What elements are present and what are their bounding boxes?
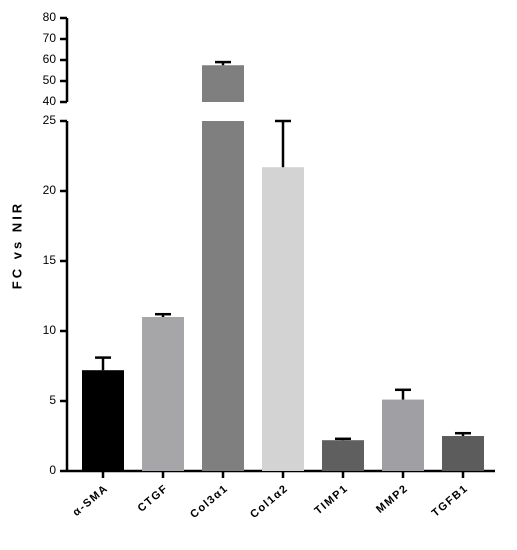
bar [442,436,484,471]
y-axis-label: FC vs NIR [9,201,24,289]
y-tick-label: 25 [43,113,57,127]
y-tick-label: 60 [43,52,57,66]
x-tick-label: TGFB1 [430,482,471,519]
bar [202,65,244,102]
y-tick-label: 80 [43,10,57,24]
bar [262,167,304,471]
y-tick-label: 50 [43,73,57,87]
y-tick-label: 5 [49,393,56,407]
y-tick-label: 15 [43,253,57,267]
bar [322,440,364,471]
y-tick-label: 0 [49,463,56,477]
x-tick-label: MMP2 [374,482,411,515]
y-tick-label: 40 [43,94,57,108]
x-tick-label: CTGF [136,482,171,514]
x-tick-label: TIMP1 [313,482,351,517]
bar [382,399,424,471]
x-tick-label: α-SMA [71,482,111,518]
y-tick-label: 10 [43,323,57,337]
bar [202,121,244,471]
bar [82,370,124,471]
y-tick-label: 20 [43,183,57,197]
bar [142,317,184,471]
x-tick-label: Col1α2 [248,482,291,521]
x-tick-label: Col3α1 [188,482,231,521]
y-tick-label: 70 [43,31,57,45]
